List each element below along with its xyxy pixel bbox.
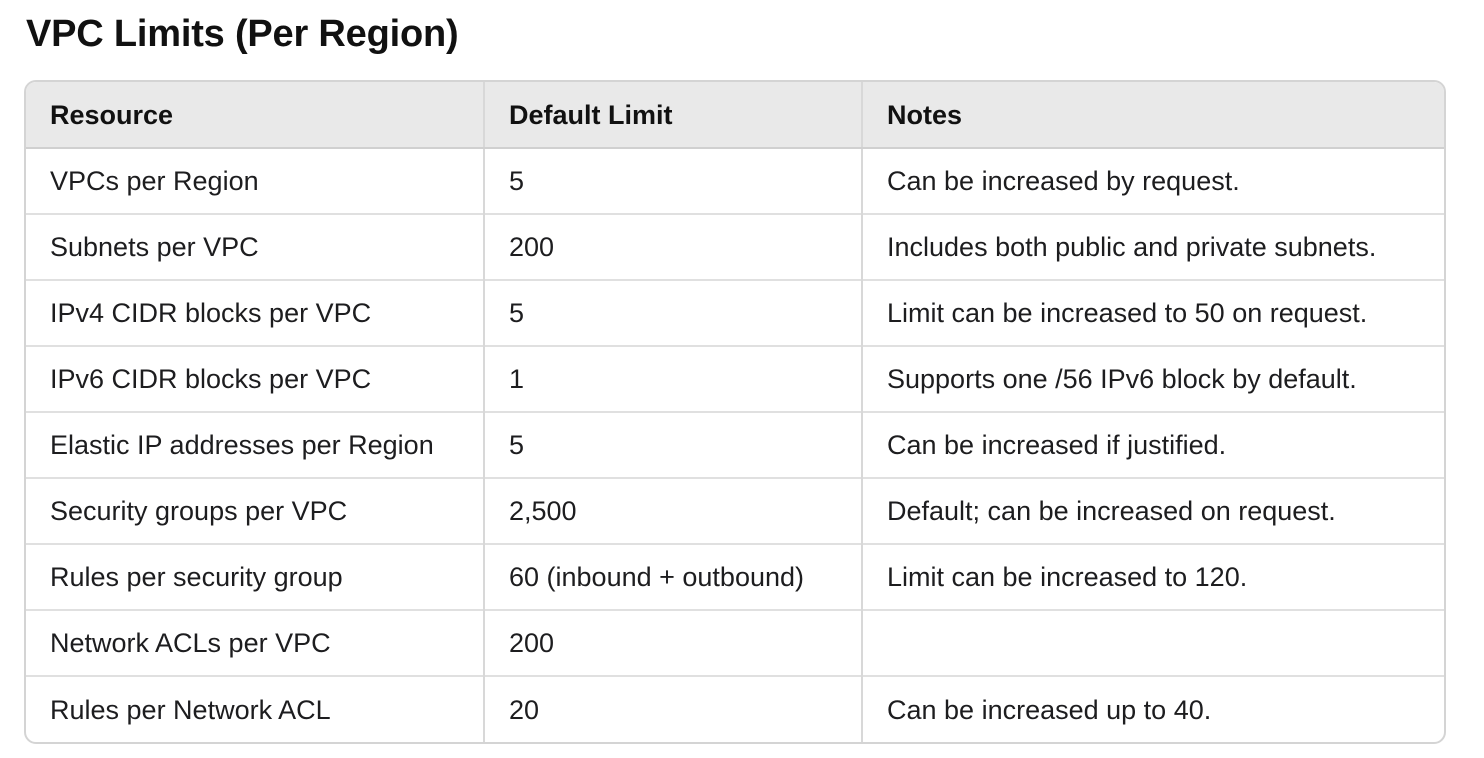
table-row: Subnets per VPC 200 Includes both public… (26, 213, 1444, 280)
notes-cell: Can be increased by request. (861, 148, 1444, 214)
resource-cell: Security groups per VPC (26, 477, 484, 544)
resource-cell: IPv6 CIDR blocks per VPC (26, 345, 484, 412)
table-row: IPv6 CIDR blocks per VPC 1 Supports one … (26, 345, 1444, 412)
resource-cell: Rules per security group (26, 543, 484, 610)
notes-cell: Limit can be increased to 120. (861, 543, 1444, 610)
page-title: VPC Limits (Per Region) (26, 13, 459, 55)
column-header-default-limit: Default Limit (483, 82, 862, 149)
default-limit-cell: 5 (483, 279, 862, 346)
table-row: Elastic IP addresses per Region 5 Can be… (26, 411, 1444, 478)
table-row: Rules per security group 60 (inbound + o… (26, 543, 1444, 610)
resource-cell: Rules per Network ACL (26, 675, 484, 742)
column-header-resource: Resource (26, 82, 484, 149)
default-limit-cell: 1 (483, 345, 862, 412)
resource-cell: Subnets per VPC (26, 213, 484, 280)
notes-cell (861, 609, 1444, 676)
default-limit-cell: 60 (inbound + outbound) (483, 543, 862, 610)
table-row: Network ACLs per VPC 200 (26, 609, 1444, 676)
vpc-limits-table: Resource Default Limit Notes VPCs per Re… (26, 82, 1444, 742)
default-limit-cell: 200 (483, 213, 862, 280)
notes-cell: Can be increased up to 40. (861, 675, 1444, 742)
table-row: Security groups per VPC 2,500 Default; c… (26, 477, 1444, 544)
notes-cell: Supports one /56 IPv6 block by default. (861, 345, 1444, 412)
default-limit-cell: 2,500 (483, 477, 862, 544)
header-row: Resource Default Limit Notes (26, 82, 1444, 149)
notes-cell: Limit can be increased to 50 on request. (861, 279, 1444, 346)
default-limit-cell: 20 (483, 675, 862, 742)
notes-cell: Can be increased if justified. (861, 411, 1444, 478)
notes-cell: Default; can be increased on request. (861, 477, 1444, 544)
default-limit-cell: 5 (483, 148, 862, 214)
default-limit-cell: 5 (483, 411, 862, 478)
table-row: Rules per Network ACL 20 Can be increase… (26, 675, 1444, 742)
resource-cell: IPv4 CIDR blocks per VPC (26, 279, 484, 346)
resource-cell: VPCs per Region (50, 166, 259, 196)
vpc-limits-table-container: Resource Default Limit Notes VPCs per Re… (24, 80, 1446, 744)
table-row: VPCs per Region 5 Can be increased by re… (26, 148, 1444, 214)
resource-cell: Network ACLs per VPC (26, 609, 484, 676)
table-body: VPCs per Region 5 Can be increased by re… (26, 148, 1444, 742)
table-header: Resource Default Limit Notes (26, 82, 1444, 149)
table-row: IPv4 CIDR blocks per VPC 5 Limit can be … (26, 279, 1444, 346)
resource-cell: Elastic IP addresses per Region (26, 411, 484, 478)
column-header-notes: Notes (861, 82, 1444, 149)
default-limit-cell: 200 (483, 609, 862, 676)
notes-cell: Includes both public and private subnets… (861, 213, 1444, 280)
